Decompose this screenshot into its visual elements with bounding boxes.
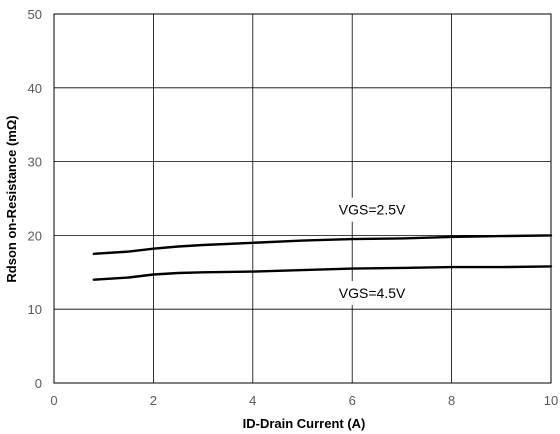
y-tick-label: 50 xyxy=(28,7,42,22)
tick-labels: 0 2 4 6 8 10 0 10 20 30 40 50 xyxy=(28,7,559,408)
series-line-0 xyxy=(92,234,553,256)
y-tick-label: 20 xyxy=(28,228,42,243)
series-layer xyxy=(92,234,553,281)
x-tick-label: 0 xyxy=(50,393,57,408)
annotation-label-1: VGS=4.5V xyxy=(339,285,406,301)
plot-frame xyxy=(53,13,552,384)
x-tick-label: 8 xyxy=(448,393,455,408)
y-tick-label: 30 xyxy=(28,155,42,170)
annotation-label-0: VGS=2.5V xyxy=(339,202,406,218)
annotation-layer: VGS=2.5V VGS=4.5V xyxy=(328,197,417,306)
y-tick-label: 0 xyxy=(35,376,42,391)
grid xyxy=(53,13,552,384)
x-tick-label: 4 xyxy=(249,393,256,408)
y-tick-label: 10 xyxy=(28,302,42,317)
x-tick-label: 2 xyxy=(150,393,157,408)
annotation-bg-0 xyxy=(328,197,417,222)
y-tick-label: 40 xyxy=(28,81,42,96)
x-axis-title: ID-Drain Current (A) xyxy=(243,416,366,431)
series-line-1 xyxy=(92,265,553,281)
x-tick-label: 6 xyxy=(349,393,356,408)
annotation-bg-1 xyxy=(328,281,417,306)
y-axis-title: Rdson on-Resistance (mΩ) xyxy=(4,115,19,282)
x-tick-label: 10 xyxy=(544,393,558,408)
